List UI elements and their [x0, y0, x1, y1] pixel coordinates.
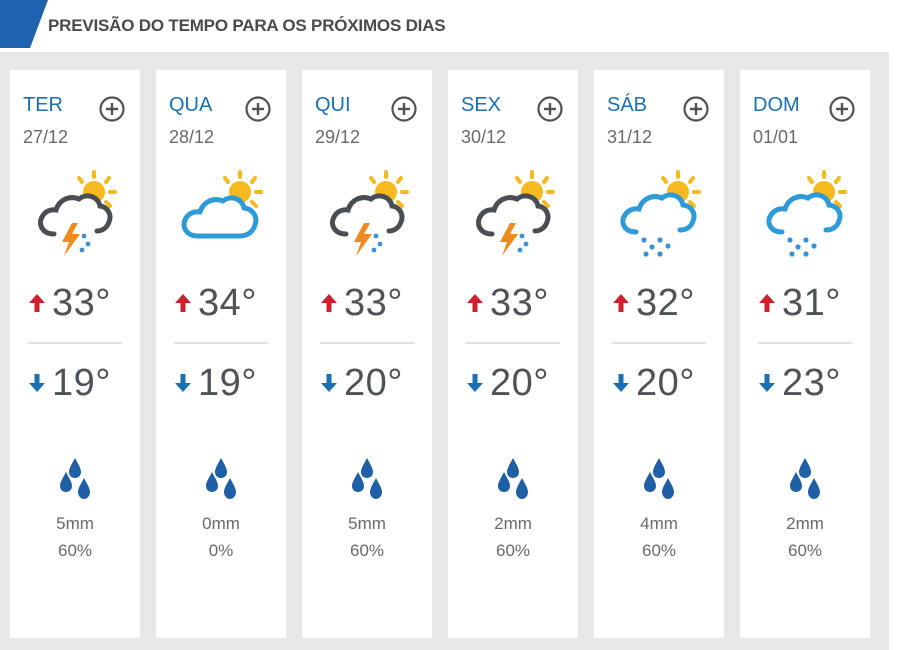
temperature-divider	[466, 342, 560, 344]
max-temperature-value: 33°	[490, 282, 549, 324]
raindrops-icon	[498, 458, 528, 499]
header-accent-shape	[0, 0, 48, 48]
day-card: SEX 30/12	[448, 70, 578, 638]
sun-cloud-icon	[181, 170, 263, 239]
day-date: 01/01	[753, 127, 799, 147]
sun-storm-cloud-icon	[38, 170, 117, 256]
arrow-down-icon	[29, 374, 45, 392]
temperature-divider	[612, 342, 706, 344]
min-temperature-value: 23°	[782, 362, 841, 404]
min-temperature: 20°	[320, 362, 430, 406]
min-temperature-value: 19°	[198, 362, 257, 404]
min-temperature-value: 19°	[52, 362, 111, 404]
min-temperature-value: 20°	[636, 362, 695, 404]
precipitation-probability: 60%	[57, 541, 93, 560]
expand-plus-icon[interactable]	[389, 94, 419, 124]
sun-rain-cloud-icon	[620, 170, 701, 257]
arrow-up-icon	[29, 294, 45, 312]
raindrops-icon	[60, 458, 90, 499]
arrow-up-icon	[175, 294, 191, 312]
min-temperature-value: 20°	[490, 362, 549, 404]
day-name: SEX	[461, 94, 502, 116]
min-temperature-value: 20°	[344, 362, 403, 404]
day-card-content: SÁB 31/12	[594, 70, 724, 638]
day-card-content: QUI 29/12	[302, 70, 432, 638]
arrow-up-icon	[613, 294, 629, 312]
arrow-down-icon	[613, 374, 629, 392]
day-date: 29/12	[315, 127, 361, 147]
temperature-divider	[320, 342, 414, 344]
precipitation-probability: 0%	[208, 541, 234, 560]
arrow-up-icon	[321, 294, 337, 312]
temperature-divider	[28, 342, 122, 344]
temperature-divider	[758, 342, 852, 344]
max-temperature: 31°	[758, 282, 868, 326]
max-temperature: 33°	[28, 282, 138, 326]
day-date: 28/12	[169, 127, 215, 147]
day-date: 30/12	[461, 127, 507, 147]
precipitation-amount: 5mm	[56, 514, 94, 533]
precipitation-amount: 0mm	[202, 514, 240, 533]
max-temperature: 33°	[466, 282, 576, 326]
day-name: QUA	[169, 94, 213, 116]
forecast-title: PREVISÃO DO TEMPO PARA OS PRÓXIMOS DIAS	[48, 16, 446, 35]
forecast-header: PREVISÃO DO TEMPO PARA OS PRÓXIMOS DIAS	[0, 0, 900, 50]
expand-plus-icon[interactable]	[243, 94, 273, 124]
day-card: QUA 28/12 34°	[156, 70, 286, 638]
precipitation-probability: 60%	[641, 541, 677, 560]
max-temperature: 33°	[320, 282, 430, 326]
day-card: SÁB 31/12	[594, 70, 724, 638]
day-date: 27/12	[23, 127, 69, 147]
max-temperature: 34°	[174, 282, 284, 326]
max-temperature-value: 34°	[198, 282, 257, 324]
arrow-up-icon	[759, 294, 775, 312]
day-name: DOM	[753, 94, 800, 116]
precipitation-probability: 60%	[495, 541, 531, 560]
max-temperature: 32°	[612, 282, 722, 326]
min-temperature: 19°	[28, 362, 138, 406]
day-name: QUI	[315, 94, 351, 116]
raindrops-icon	[352, 458, 382, 499]
min-temperature: 19°	[174, 362, 284, 406]
day-date: 31/12	[607, 127, 653, 147]
max-temperature-value: 33°	[52, 282, 111, 324]
raindrops-icon	[206, 458, 236, 499]
max-temperature-value: 32°	[636, 282, 695, 324]
expand-plus-icon[interactable]	[681, 94, 711, 124]
arrow-down-icon	[467, 374, 483, 392]
day-card: DOM 01/01	[740, 70, 870, 638]
arrow-down-icon	[321, 374, 337, 392]
raindrops-icon	[790, 458, 820, 499]
precipitation-amount: 2mm	[786, 514, 824, 533]
day-card: TER 27/12	[10, 70, 140, 638]
expand-plus-icon[interactable]	[97, 94, 127, 124]
raindrops-icon	[644, 458, 674, 499]
day-card-content: QUA 28/12 34°	[156, 70, 286, 638]
precipitation-probability: 60%	[349, 541, 385, 560]
day-card: QUI 29/12	[302, 70, 432, 638]
day-card-content: SEX 30/12	[448, 70, 578, 638]
precipitation-amount: 2mm	[494, 514, 532, 533]
precipitation-amount: 5mm	[348, 514, 386, 533]
day-card-content: DOM 01/01	[740, 70, 870, 638]
temperature-divider	[174, 342, 268, 344]
day-name: TER	[23, 94, 63, 116]
arrow-down-icon	[759, 374, 775, 392]
expand-plus-icon[interactable]	[535, 94, 565, 124]
expand-plus-icon[interactable]	[827, 94, 857, 124]
precipitation-probability: 60%	[787, 541, 823, 560]
max-temperature-value: 31°	[782, 282, 841, 324]
day-card-content: TER 27/12	[10, 70, 140, 638]
day-name: SÁB	[607, 94, 648, 116]
arrow-down-icon	[175, 374, 191, 392]
precipitation-amount: 4mm	[640, 514, 678, 533]
sun-storm-cloud-icon	[330, 170, 409, 256]
min-temperature: 20°	[466, 362, 576, 406]
max-temperature-value: 33°	[344, 282, 403, 324]
arrow-up-icon	[467, 294, 483, 312]
min-temperature: 20°	[612, 362, 722, 406]
sun-rain-cloud-icon	[766, 170, 847, 257]
sun-storm-cloud-icon	[476, 170, 555, 256]
min-temperature: 23°	[758, 362, 868, 406]
